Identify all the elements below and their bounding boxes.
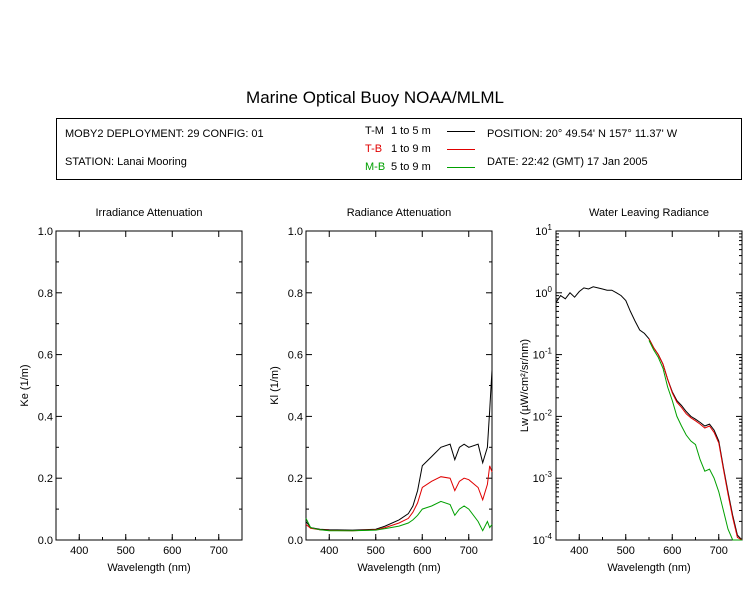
legend-code-tb: T-B — [365, 143, 383, 155]
x-tick-label-1-1: 500 — [367, 545, 385, 557]
y-tick-label-2-4: 10-3 — [533, 470, 553, 485]
x-tick-label-0-1: 500 — [117, 545, 135, 557]
y-tick-label-1-0: 0.0 — [288, 535, 303, 547]
plot-frame-0 — [55, 230, 243, 541]
legend-range-tb: 1 to 9 m — [391, 143, 431, 155]
series-line-1-2 — [305, 500, 493, 532]
x-tick-label-1-3: 700 — [460, 545, 478, 557]
legend-line-tm — [447, 131, 475, 132]
x-tick-label-1-2: 600 — [413, 545, 431, 557]
y-tick-label-0-4: 0.8 — [38, 288, 53, 300]
x-tick-label-0-3: 700 — [210, 545, 228, 557]
series-line-2-0 — [555, 286, 743, 541]
y-tick-label-2-5: 10-4 — [533, 532, 553, 547]
x-axis-label-1: Wavelength (nm) — [357, 562, 440, 574]
y-tick-label-1-4: 0.8 — [288, 288, 303, 300]
series-line-2-1 — [648, 338, 743, 541]
page-title: Marine Optical Buoy NOAA/MLML — [246, 88, 504, 107]
x-axis-label-0: Wavelength (nm) — [107, 562, 190, 574]
y-tick-label-2-1: 100 — [535, 285, 552, 300]
plot-frame-1 — [305, 230, 493, 541]
legend-range-mb: 5 to 9 m — [391, 161, 431, 173]
x-tick-label-0-0: 400 — [70, 545, 88, 557]
plot-frame-2 — [555, 230, 743, 541]
y-tick-label-1-1: 0.2 — [288, 473, 303, 485]
y-axis-label-0: Ke (1/m) — [19, 364, 31, 406]
x-tick-label-2-3: 700 — [710, 545, 728, 557]
series-line-1-0 — [305, 369, 493, 531]
y-axis-label-2: Lw (µW/cm²/sr/nm) — [519, 339, 531, 432]
y-tick-label-0-5: 1.0 — [38, 226, 53, 238]
x-tick-label-2-0: 400 — [570, 545, 588, 557]
y-tick-label-0-0: 0.0 — [38, 535, 53, 547]
legend-line-tb — [447, 149, 475, 150]
chart-title-1: Radiance Attenuation — [347, 207, 452, 219]
y-axis-label-1: Kl (1/m) — [269, 366, 281, 405]
x-tick-label-0-2: 600 — [163, 545, 181, 557]
station-text: STATION: Lanai Mooring — [65, 156, 187, 168]
series-line-2-2 — [648, 340, 742, 541]
x-tick-label-2-1: 500 — [617, 545, 635, 557]
position-text: POSITION: 20° 49.54' N 157° 11.37' W — [487, 128, 678, 140]
info-box: MOBY2 DEPLOYMENT: 29 CONFIG: 01 STATION:… — [56, 118, 742, 180]
y-tick-label-1-5: 1.0 — [288, 226, 303, 238]
x-axis-label-2: Wavelength (nm) — [607, 562, 690, 574]
chart-title-2: Water Leaving Radiance — [589, 207, 709, 219]
x-tick-label-1-0: 400 — [320, 545, 338, 557]
y-tick-label-1-3: 0.6 — [288, 350, 303, 362]
y-tick-label-0-3: 0.6 — [38, 350, 53, 362]
y-tick-label-2-2: 10-1 — [533, 347, 553, 362]
series-line-1-1 — [305, 465, 493, 532]
legend-code-tm: T-M — [365, 125, 384, 137]
y-tick-label-2-3: 10-2 — [533, 408, 553, 423]
y-tick-label-0-2: 0.4 — [38, 411, 53, 423]
legend-code-mb: M-B — [365, 161, 386, 173]
x-tick-label-2-2: 600 — [663, 545, 681, 557]
y-tick-label-0-1: 0.2 — [38, 473, 53, 485]
legend-line-mb — [447, 167, 475, 168]
date-text: DATE: 22:42 (GMT) 17 Jan 2005 — [487, 156, 648, 168]
chart-title-0: Irradiance Attenuation — [95, 207, 202, 219]
y-tick-label-1-2: 0.4 — [288, 411, 303, 423]
legend-range-tm: 1 to 5 m — [391, 125, 431, 137]
deployment-text: MOBY2 DEPLOYMENT: 29 CONFIG: 01 — [65, 128, 264, 140]
y-tick-label-2-0: 101 — [535, 223, 552, 238]
